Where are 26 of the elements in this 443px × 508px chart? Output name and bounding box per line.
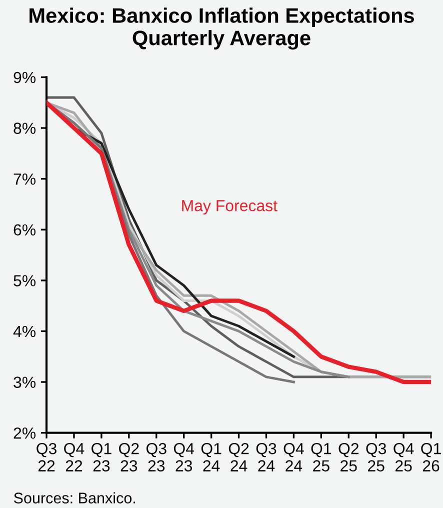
x-tick-label: Q3 25 bbox=[366, 442, 386, 472]
x-tick-label: Q4 24 bbox=[284, 442, 304, 472]
x-tick-label: Q3 24 bbox=[256, 442, 276, 472]
x-tick-label: Q1 26 bbox=[421, 442, 441, 472]
x-tick-label: Q1 25 bbox=[311, 442, 332, 472]
x-tick-label: Q2 25 bbox=[338, 442, 358, 472]
x-tick-label: Q1 23 bbox=[92, 442, 112, 472]
text: May Forecast bbox=[182, 200, 278, 214]
y-tick-label: 5% bbox=[14, 275, 36, 286]
source-note: Sources: Banxico. bbox=[14, 492, 136, 504]
y-tick-label: 9% bbox=[14, 72, 36, 84]
y-tick-label: 6% bbox=[14, 224, 36, 236]
y-tick-label: 3% bbox=[14, 376, 36, 388]
x-tick-label: Q1 24 bbox=[201, 442, 222, 472]
y-tick-label: 4% bbox=[13, 326, 36, 338]
x-tick-label: Q4 25 bbox=[394, 442, 414, 472]
y-tick-label: 2% bbox=[14, 427, 36, 439]
x-tick-label: Q2 23 bbox=[119, 442, 139, 472]
x-tick-label: Q3 23 bbox=[146, 442, 166, 472]
x-tick-label: Q4 23 bbox=[174, 442, 194, 472]
x-tick-label: Q4 22 bbox=[64, 442, 84, 472]
chart-title: Mexico: Banxico Inflation Expectations Quarterly Average bbox=[30, 8, 414, 50]
x-tick-label: Q2 24 bbox=[228, 442, 249, 472]
y-tick-label: 7% bbox=[14, 174, 36, 185]
y-tick-label: 8% bbox=[14, 122, 36, 134]
x-tick-label: Q3 22 bbox=[36, 442, 56, 472]
